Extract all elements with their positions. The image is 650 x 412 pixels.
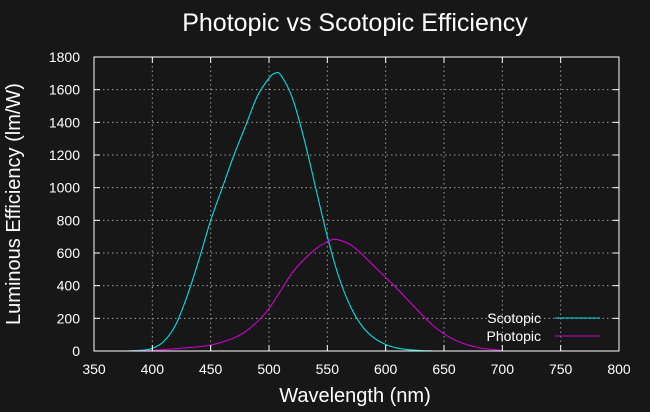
- x-tick-label: 750: [549, 361, 573, 377]
- x-tick-label: 350: [82, 361, 106, 377]
- y-tick-label: 1000: [49, 180, 80, 196]
- legend-label-photopic: Photopic: [487, 328, 541, 344]
- x-axis-label: Wavelength (nm): [279, 385, 431, 407]
- y-tick-label: 1600: [49, 82, 80, 98]
- y-tick-label: 1400: [49, 114, 80, 130]
- x-tick-label: 500: [257, 361, 281, 377]
- x-tick-label: 700: [491, 361, 515, 377]
- y-tick-label: 600: [57, 245, 81, 261]
- x-tick-label: 600: [374, 361, 398, 377]
- x-tick-label: 400: [141, 361, 165, 377]
- grid: [94, 57, 619, 351]
- x-tick-label: 800: [607, 361, 631, 377]
- chart-title: Photopic vs Scotopic Efficiency: [182, 9, 528, 37]
- legend: Scotopic Photopic: [487, 310, 600, 344]
- series-layer: [128, 71, 503, 352]
- y-axis-label: Luminous Efficiency (lm/W): [3, 83, 25, 325]
- plot-frame: [93, 56, 620, 352]
- y-tick-label: 400: [57, 278, 81, 294]
- y-tick-label: 200: [57, 310, 81, 326]
- legend-label-scotopic: Scotopic: [487, 310, 541, 326]
- photopic-series-line: [128, 238, 503, 352]
- y-tick-label: 0: [72, 343, 80, 359]
- x-tick-label: 450: [199, 361, 223, 377]
- y-tick-label: 1800: [49, 49, 80, 65]
- x-tick-label: 650: [432, 361, 456, 377]
- y-tick-label: 800: [57, 212, 81, 228]
- scotopic-series-line: [128, 71, 433, 352]
- ticks: 350 400 450 500 550 600 650 700 750 800 0 200 400 600…: [49, 49, 631, 377]
- x-tick-label: 550: [316, 361, 340, 377]
- y-tick-label: 1200: [49, 147, 80, 163]
